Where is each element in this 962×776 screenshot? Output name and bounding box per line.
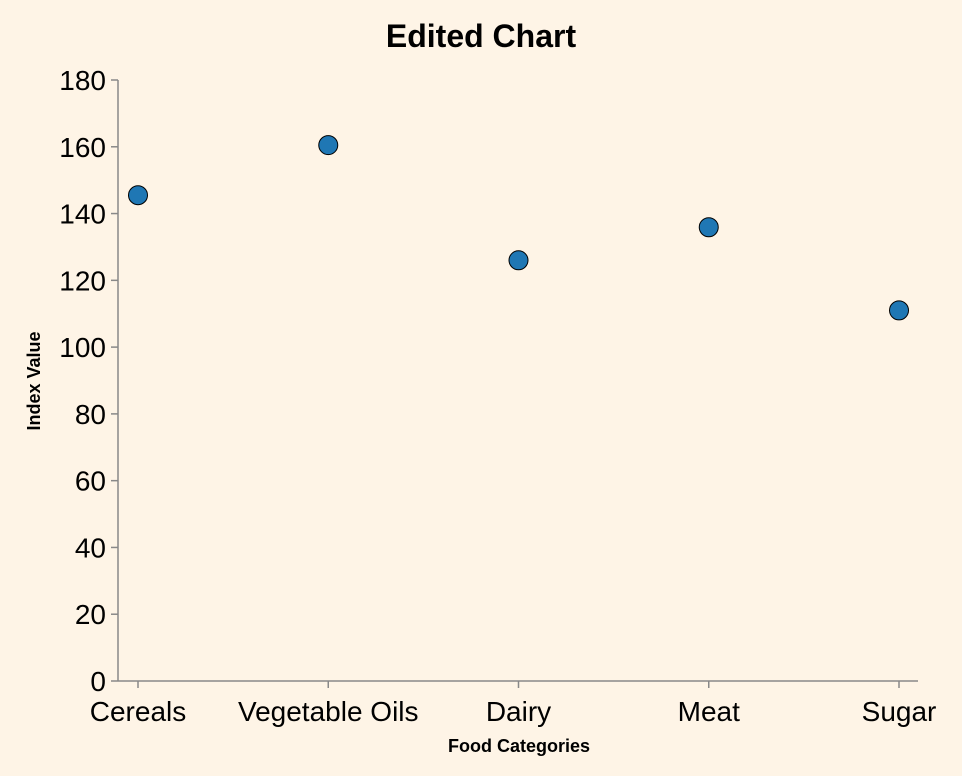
chart-title: Edited Chart (386, 18, 577, 54)
y-tick-label: 120 (59, 265, 106, 296)
x-tick-label: Sugar (862, 696, 937, 727)
x-tick-label: Dairy (486, 696, 551, 727)
y-tick-label: 80 (75, 399, 106, 430)
y-tick-label: 0 (90, 666, 106, 697)
y-tick-label: 100 (59, 332, 106, 363)
x-axis: Cereals Vegetable Oils Dairy Meat Sugar (90, 680, 937, 727)
data-point (128, 185, 148, 206)
data-point (508, 250, 529, 271)
y-tick-label: 140 (59, 199, 106, 230)
y-tick-label: 160 (59, 132, 106, 163)
y-axis-title: Index Value (24, 331, 44, 430)
x-tick-label: Vegetable Oils (238, 696, 419, 727)
x-axis-title: Food Categories (448, 736, 590, 756)
x-tick-label: Meat (678, 696, 740, 727)
data-point (318, 135, 339, 156)
y-tick-label: 60 (75, 466, 106, 497)
y-tick-label: 180 (59, 65, 106, 96)
y-tick-label: 20 (75, 599, 106, 630)
data-point (698, 217, 719, 238)
data-point (889, 300, 909, 321)
y-tick-label: 40 (75, 532, 106, 563)
x-tick-label: Cereals (90, 696, 186, 727)
data-points (128, 135, 909, 321)
y-axis: 0 20 40 60 80 100 120 140 160 180 (59, 65, 119, 697)
